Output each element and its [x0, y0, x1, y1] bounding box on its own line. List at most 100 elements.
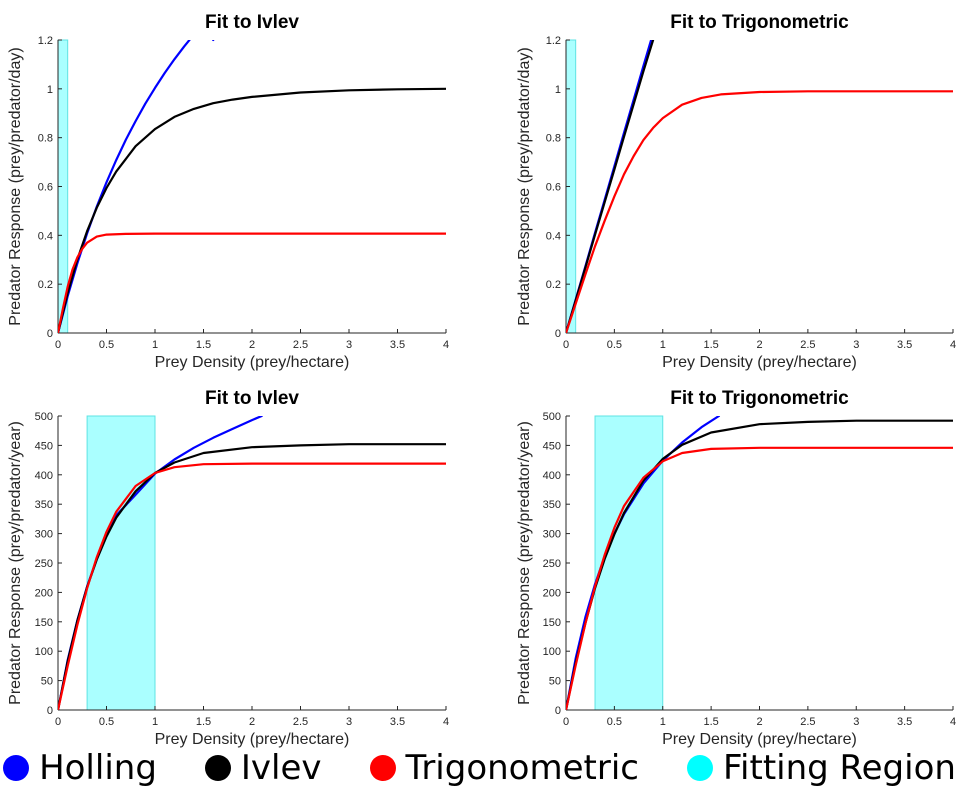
chart-title: Fit to Ivlev: [205, 12, 299, 33]
y-tick-label: 0.8: [38, 133, 53, 145]
fitting-region: [594, 415, 664, 711]
y-tick-label: 250: [543, 558, 561, 570]
y-axis-label: Predator Response (prey/predator/year): [516, 421, 533, 705]
series-line-trigonometric: [566, 90, 953, 333]
y-tick-label: 50: [549, 676, 561, 688]
y-tick-label: 0.8: [546, 133, 561, 145]
y-axis-label: Predator Response (prey/predator/day): [7, 47, 24, 325]
y-tick-label: 0.6: [38, 182, 53, 194]
x-tick-label: 3: [346, 339, 352, 351]
x-tick-label: 3.5: [390, 339, 405, 351]
y-tick-label: 0.2: [38, 279, 53, 291]
legend-label-ivlev: Ivlev: [240, 747, 322, 788]
y-tick-label: 350: [35, 499, 53, 511]
y-tick-label: 450: [543, 440, 561, 452]
y-tick-label: 0.4: [546, 230, 561, 242]
y-tick-label: 500: [35, 411, 53, 423]
y-tick-label: 1: [555, 84, 561, 96]
x-tick-label: 4: [443, 716, 449, 728]
x-tick-label: 4: [950, 716, 956, 728]
x-tick-label: 0: [55, 339, 61, 351]
y-tick-label: 1.2: [38, 35, 53, 47]
chart-title: Fit to Trigonometric: [670, 12, 849, 33]
x-tick-label: 0: [563, 716, 569, 728]
x-tick-label: 3: [346, 716, 352, 728]
x-tick-label: 0.5: [607, 716, 622, 728]
x-tick-label: 2.5: [293, 716, 308, 728]
series-line-ivlev: [58, 87, 446, 333]
series-line-holling: [58, 40, 215, 333]
x-axis-label: Prey Density (prey/hectare): [662, 731, 857, 748]
x-tick-label: 4: [443, 339, 449, 351]
series-lines: [566, 40, 953, 333]
x-tick-label: 1.5: [196, 339, 211, 351]
x-tick-label: 1: [152, 716, 158, 728]
x-tick-label: 3.5: [897, 339, 912, 351]
x-tick-label: 3: [853, 339, 859, 351]
y-tick-label: 250: [35, 558, 53, 570]
x-tick-label: 3.5: [897, 716, 912, 728]
chart-title: Fit to Trigonometric: [670, 388, 849, 409]
x-tick-label: 0.5: [99, 716, 114, 728]
x-tick-label: 2: [756, 339, 762, 351]
x-tick-label: 3: [853, 716, 859, 728]
x-tick-label: 1: [152, 339, 158, 351]
y-tick-label: 150: [543, 617, 561, 629]
x-tick-label: 2.5: [800, 716, 815, 728]
x-tick-label: 1: [660, 339, 666, 351]
x-tick-label: 4: [950, 339, 956, 351]
y-tick-label: 0.6: [546, 182, 561, 194]
series-line-trigonometric: [566, 446, 953, 710]
legend-item-trigonometric: Trigonometric: [369, 747, 639, 788]
x-axis-label: Prey Density (prey/hectare): [155, 731, 350, 748]
y-axis-label: Predator Response (prey/predator/year): [7, 421, 24, 705]
y-tick-label: 500: [543, 411, 561, 423]
series-line-trigonometric: [58, 232, 446, 333]
legend-item-fitting-region: Fitting Region: [686, 747, 956, 788]
chart-panel-1: 0 0.5 1 1.5 2 2.5 3 3.5 4 0 0.2 0.4 0.6 0.8 1 1.2 Fit to…: [7, 12, 449, 371]
y-tick-label: 200: [35, 587, 53, 599]
y-tick-label: 0.2: [546, 279, 561, 291]
y-tick-label: 0: [555, 705, 561, 717]
y-tick-label: 200: [543, 587, 561, 599]
series-lines: [566, 416, 953, 710]
legend-label-fitting-region: Fitting Region: [722, 747, 956, 788]
legend-label-trigonometric: Trigonometric: [405, 747, 639, 788]
series-line-trigonometric: [58, 462, 446, 710]
y-axis-label: Predator Response (prey/predator/day): [516, 47, 533, 325]
x-axis-label: Prey Density (prey/hectare): [155, 354, 350, 371]
fitting-region: [86, 415, 156, 711]
x-tick-label: 1.5: [703, 716, 718, 728]
x-tick-label: 3.5: [390, 716, 405, 728]
x-tick-label: 0.5: [607, 339, 622, 351]
series-lines: [58, 40, 446, 333]
y-tick-label: 0.4: [38, 230, 53, 242]
y-tick-label: 150: [35, 617, 53, 629]
x-tick-label: 2: [249, 716, 255, 728]
legend-marker-holling: [3, 754, 30, 781]
x-tick-label: 0: [563, 339, 569, 351]
legend-label-holling: Holling: [39, 747, 157, 788]
legend-marker-fitting-region: [686, 754, 713, 781]
x-tick-label: 2: [249, 339, 255, 351]
chart-panel-3: 0 0.5 1 1.5 2 2.5 3 3.5 4 0 50 100 150 200 250 300 350 40…: [7, 388, 449, 748]
x-tick-label: 1.5: [196, 716, 211, 728]
y-tick-label: 1.2: [546, 35, 561, 47]
x-axis-label: Prey Density (prey/hectare): [662, 354, 857, 371]
y-tick-label: 0: [555, 328, 561, 340]
legend-marker-ivlev: [204, 754, 231, 781]
series-line-ivlev: [566, 40, 655, 333]
legend: Holling Ivlev Trigonometric Fitting Regi…: [0, 746, 959, 789]
chart-title: Fit to Ivlev: [205, 388, 299, 409]
y-tick-label: 50: [41, 676, 53, 688]
y-tick-label: 400: [543, 470, 561, 482]
x-tick-label: 1.5: [703, 339, 718, 351]
y-tick-label: 350: [543, 499, 561, 511]
y-tick-label: 100: [35, 646, 53, 658]
legend-marker-trigonometric: [369, 754, 396, 781]
y-tick-label: 0: [47, 705, 53, 717]
chart-panel-4: 0 0.5 1 1.5 2 2.5 3 3.5 4 0 50 100 150 200 250 300 350 40…: [516, 388, 956, 748]
x-tick-label: 2: [756, 716, 762, 728]
y-tick-label: 450: [35, 440, 53, 452]
